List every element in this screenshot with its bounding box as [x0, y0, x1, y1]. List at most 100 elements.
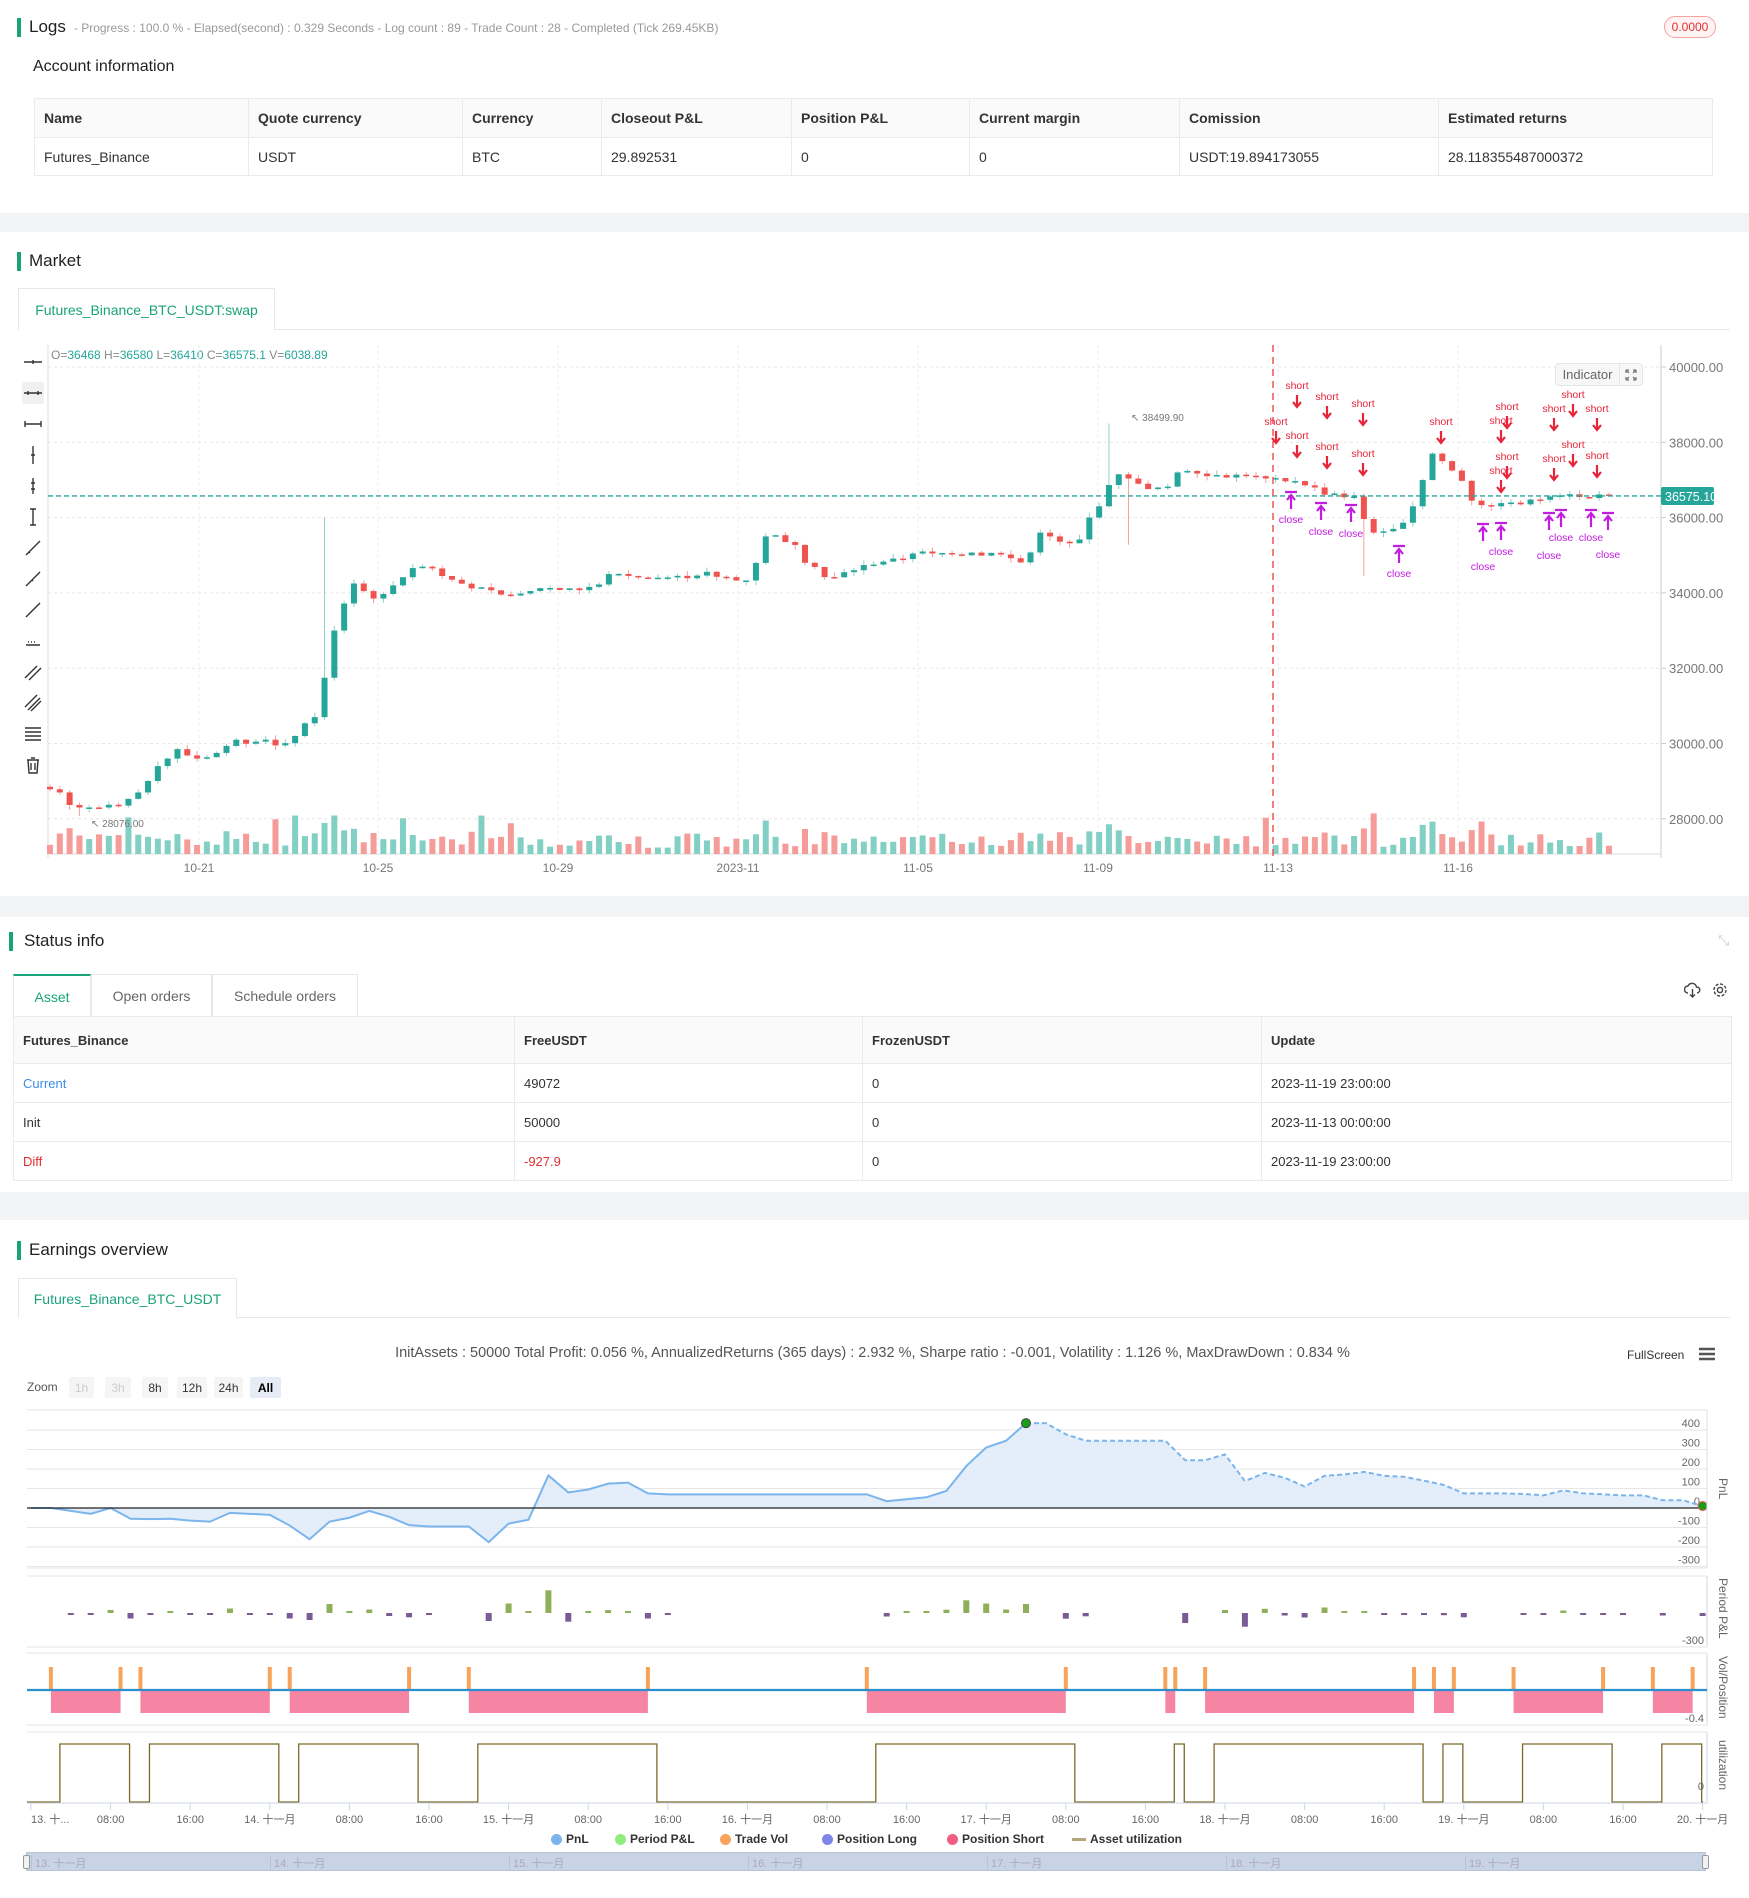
navigator-right-handle[interactable]: [1702, 1855, 1709, 1869]
utilization-axis-title: utilization: [1716, 1740, 1730, 1791]
tab-earnings-symbol[interactable]: Futures_Binance_BTC_USDT: [18, 1278, 237, 1318]
time-axis-label: 19. 十一月: [1438, 1812, 1489, 1826]
collapse-icon[interactable]: ⤡: [1718, 932, 1730, 948]
time-axis-label: 18. 十一月: [1199, 1812, 1250, 1826]
trade-vol-bar: [1451, 1667, 1456, 1690]
expand-icon[interactable]: [1620, 364, 1642, 385]
legend-item[interactable]: Position Long: [822, 1832, 917, 1846]
zoom-12h-button[interactable]: 12h: [177, 1377, 207, 1398]
period-pnl-bar: [565, 1613, 572, 1622]
zoom-all-button[interactable]: All: [250, 1377, 281, 1398]
cell: Futures_Binance: [34, 137, 249, 176]
navigator-left-handle[interactable]: [23, 1855, 30, 1869]
vertical-segment-icon[interactable]: [22, 506, 44, 528]
tab-asset[interactable]: Asset: [13, 974, 91, 1017]
trend-ray-icon[interactable]: [22, 568, 44, 590]
fullscreen-button[interactable]: FullScreen: [1627, 1348, 1685, 1362]
legend-item[interactable]: Position Short: [947, 1832, 1044, 1846]
vertical-ray-icon[interactable]: [22, 475, 44, 497]
short-arrow-icon: [1322, 406, 1332, 420]
cell: 2023-11-19 23:00:00: [1261, 1141, 1732, 1181]
candle-body: [301, 723, 308, 736]
candle-body: [586, 586, 593, 591]
cloud-download-icon[interactable]: [1683, 982, 1701, 1003]
time-axis-label: 08:00: [813, 1814, 841, 1826]
trend-line-icon[interactable]: [22, 537, 44, 559]
trade-vol-bar: [864, 1667, 869, 1690]
legend-item[interactable]: Asset utilization: [1072, 1832, 1182, 1846]
candle-body: [880, 561, 887, 565]
volume-bar: [1145, 841, 1152, 854]
volume-bar: [125, 817, 132, 854]
zoom-label: Zoom: [27, 1380, 58, 1394]
legend-item[interactable]: Trade Vol: [720, 1832, 788, 1846]
volume-bar: [1282, 837, 1289, 854]
time-axis-label: 16. 十一月: [722, 1812, 773, 1826]
candle-body: [1458, 470, 1465, 481]
period-pnl-bar: [187, 1613, 194, 1615]
tab-schedule-orders[interactable]: Schedule orders: [212, 974, 358, 1016]
volume-bar: [1223, 838, 1230, 854]
period-pnl-bar: [1421, 1613, 1427, 1615]
date-axis-label: 2023-11: [716, 861, 759, 875]
pnl-line: [31, 1422, 1027, 1544]
horizontal-segment-icon[interactable]: [22, 413, 44, 435]
row-label-current[interactable]: Current: [13, 1063, 515, 1103]
tab-market-symbol[interactable]: Futures_Binance_BTC_USDT:swap: [18, 288, 275, 330]
trade-vol-bar: [1650, 1667, 1655, 1690]
price-range-icon[interactable]: [22, 630, 44, 652]
zoom-1h-button[interactable]: 1h: [69, 1377, 94, 1398]
period-pnl-bar: [1321, 1607, 1328, 1613]
pnl-axis-label: -100: [1678, 1516, 1700, 1528]
legend-item[interactable]: Period P&L: [615, 1832, 695, 1846]
time-navigator[interactable]: 13. 十一月 14. 十一月 15. 十一月 16. 十一月 17. 十一月 18. 十…: [23, 1852, 1709, 1871]
pnl-area: [31, 1423, 1703, 1543]
zoom-24h-button[interactable]: 24h: [214, 1377, 243, 1398]
period-pnl-bar: [386, 1613, 393, 1616]
short-arrow-icon: [1358, 463, 1368, 477]
vertical-line-icon[interactable]: [22, 444, 44, 466]
fib-levels-icon[interactable]: [22, 723, 44, 745]
period-pnl-bar: [1580, 1613, 1587, 1615]
time-axis-label: 08:00: [1052, 1814, 1080, 1826]
candle-body: [488, 587, 495, 591]
candle-body: [1596, 494, 1603, 499]
candle-body: [635, 575, 642, 578]
volume-bar: [1331, 835, 1338, 854]
zoom-8h-button[interactable]: 8h: [142, 1377, 168, 1398]
candle-body: [998, 552, 1005, 555]
horizontal-ray-icon[interactable]: [22, 351, 44, 373]
volume-bar: [47, 844, 53, 854]
volume-bar: [458, 844, 465, 854]
volume-bar: [998, 845, 1005, 854]
price-axis-label: 34000.00: [1669, 586, 1723, 601]
zoom-3h-button[interactable]: 3h: [105, 1377, 131, 1398]
volume-bar: [233, 838, 240, 854]
volume-bar: [1351, 836, 1358, 854]
menu-icon[interactable]: [1699, 1347, 1715, 1366]
volume-bar: [792, 846, 799, 854]
gear-icon[interactable]: [1711, 981, 1729, 1004]
volume-bar: [841, 843, 848, 854]
close-signal-label: close: [1279, 514, 1304, 526]
volume-bar: [1576, 845, 1583, 854]
horizontal-line-icon[interactable]: [22, 382, 44, 404]
candle-body: [135, 792, 142, 799]
legend-item[interactable]: PnL: [551, 1832, 589, 1846]
earnings-chart[interactable]: 400 300 200 100 0 -100 -200 -300 -300 -0.4 0 13. 十.…: [0, 1400, 1749, 1830]
volume-bar: [252, 841, 259, 854]
candlestick-chart[interactable]: 40000.00 38000.00 36000.00 34000.00 32000.00…: [0, 340, 1749, 890]
indicator-button[interactable]: Indicator: [1556, 364, 1620, 385]
volume-bar: [1184, 838, 1191, 854]
segment-icon[interactable]: [22, 599, 44, 621]
position-short-bar: [468, 1691, 648, 1713]
candle-body: [1527, 499, 1534, 505]
tab-open-orders[interactable]: Open orders: [91, 974, 212, 1016]
trash-icon[interactable]: [22, 754, 44, 776]
parallel-channel-icon[interactable]: [22, 661, 44, 683]
candle-body: [47, 786, 53, 790]
pitchfork-icon[interactable]: [22, 692, 44, 714]
candle-body: [841, 572, 848, 578]
table-header-row: Name Quote currency Currency Closeout P&…: [34, 98, 1713, 138]
volume-bar: [645, 847, 652, 854]
